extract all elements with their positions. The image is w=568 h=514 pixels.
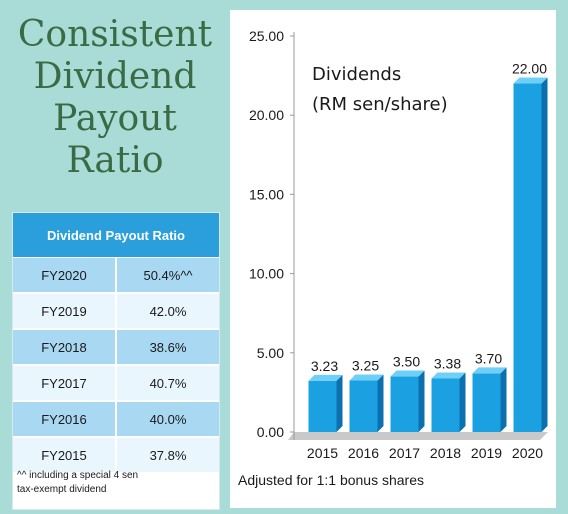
table-row: FY2019 42.0% (13, 293, 219, 329)
table-cell-year: FY2019 (13, 294, 115, 328)
footnote-line: tax-exempt dividend (17, 484, 107, 495)
x-tick-label: 2016 (348, 445, 379, 461)
bar-side (459, 372, 466, 432)
table-cell-year: FY2020 (13, 258, 115, 292)
table-cell-ratio: 40.7% (117, 366, 219, 400)
table-header: Dividend Payout Ratio (13, 213, 219, 257)
table-cell-year: FY2016 (13, 402, 115, 436)
bar (472, 373, 501, 432)
bar-value-label: 3.50 (393, 354, 420, 370)
title-line: Dividend (33, 56, 197, 97)
table-cell-ratio: 38.6% (117, 330, 219, 364)
bar-side (500, 367, 507, 432)
bar-value-label: 3.23 (311, 358, 338, 374)
y-tick-label: 5.00 (257, 345, 284, 361)
bar-value-label: 3.70 (475, 350, 502, 366)
title-line: Consistent (17, 14, 213, 55)
table-footnote: ^^ including a special 4 sen tax-exempt … (17, 469, 215, 497)
footnote-line: ^^ including a special 4 sen (17, 470, 139, 481)
x-tick-label: 2018 (430, 445, 461, 461)
chart-note: Adjusted for 1:1 bonus shares (238, 472, 425, 488)
bar (308, 380, 337, 432)
chart-floor (288, 432, 548, 440)
table-cell-ratio: 50.4%^^ (117, 258, 219, 292)
table-cell-ratio: 40.0% (117, 402, 219, 436)
title-line: Ratio (66, 140, 164, 181)
chart-title: Dividends (312, 64, 401, 85)
table-row: FY2016 40.0% (13, 401, 219, 437)
title-line: Payout (53, 98, 177, 139)
table-cell-ratio: 37.8% (117, 438, 219, 472)
bar-side (418, 370, 425, 432)
bar-value-label: 3.25 (352, 358, 379, 374)
y-tick-label: 15.00 (249, 186, 284, 202)
bar-top (431, 372, 466, 379)
y-tick-label: 0.00 (257, 424, 284, 440)
bar (349, 380, 378, 432)
table-row: FY2020 50.4%^^ (13, 257, 219, 293)
x-tick-label: 2020 (512, 445, 543, 461)
table-cell-year: FY2015 (13, 438, 115, 472)
bar-top (308, 374, 343, 381)
bar-value-label: 3.38 (434, 355, 461, 371)
x-tick-label: 2015 (307, 445, 338, 461)
bar (513, 83, 542, 433)
y-tick-label: 25.00 (249, 28, 284, 44)
x-tick-label: 2019 (471, 445, 502, 461)
table-row: FY2018 38.6% (13, 329, 219, 365)
y-tick-label: 20.00 (249, 107, 284, 123)
payout-ratio-table: Dividend Payout Ratio FY2020 50.4%^^ FY2… (12, 212, 220, 510)
bar-top (390, 370, 425, 377)
chart-subtitle: (RM sen/share) (312, 94, 448, 115)
bar (390, 376, 419, 432)
bar-side (377, 374, 384, 432)
table-cell-ratio: 42.0% (117, 294, 219, 328)
bar-value-label: 22.00 (512, 61, 547, 77)
y-tick-label: 10.00 (249, 266, 284, 282)
table-cell-year: FY2017 (13, 366, 115, 400)
table-row: FY2015 37.8% (13, 437, 219, 473)
bar-top (513, 77, 548, 84)
bar-side (336, 374, 343, 432)
bar-top (472, 367, 507, 374)
page-title: Consistent Dividend Payout Ratio (10, 14, 220, 182)
bar-top (349, 374, 384, 381)
table-cell-year: FY2018 (13, 330, 115, 364)
bar (431, 378, 460, 432)
dividend-chart-panel: 0.00 5.00 10.00 15.00 20.00 25.00 3.23 2015 3.25… (230, 10, 556, 508)
dividend-bar-chart: 0.00 5.00 10.00 15.00 20.00 25.00 3.23 2015 3.25… (249, 28, 548, 461)
x-tick-label: 2017 (389, 445, 420, 461)
table-row: FY2017 40.7% (13, 365, 219, 401)
bar-side (541, 77, 548, 433)
